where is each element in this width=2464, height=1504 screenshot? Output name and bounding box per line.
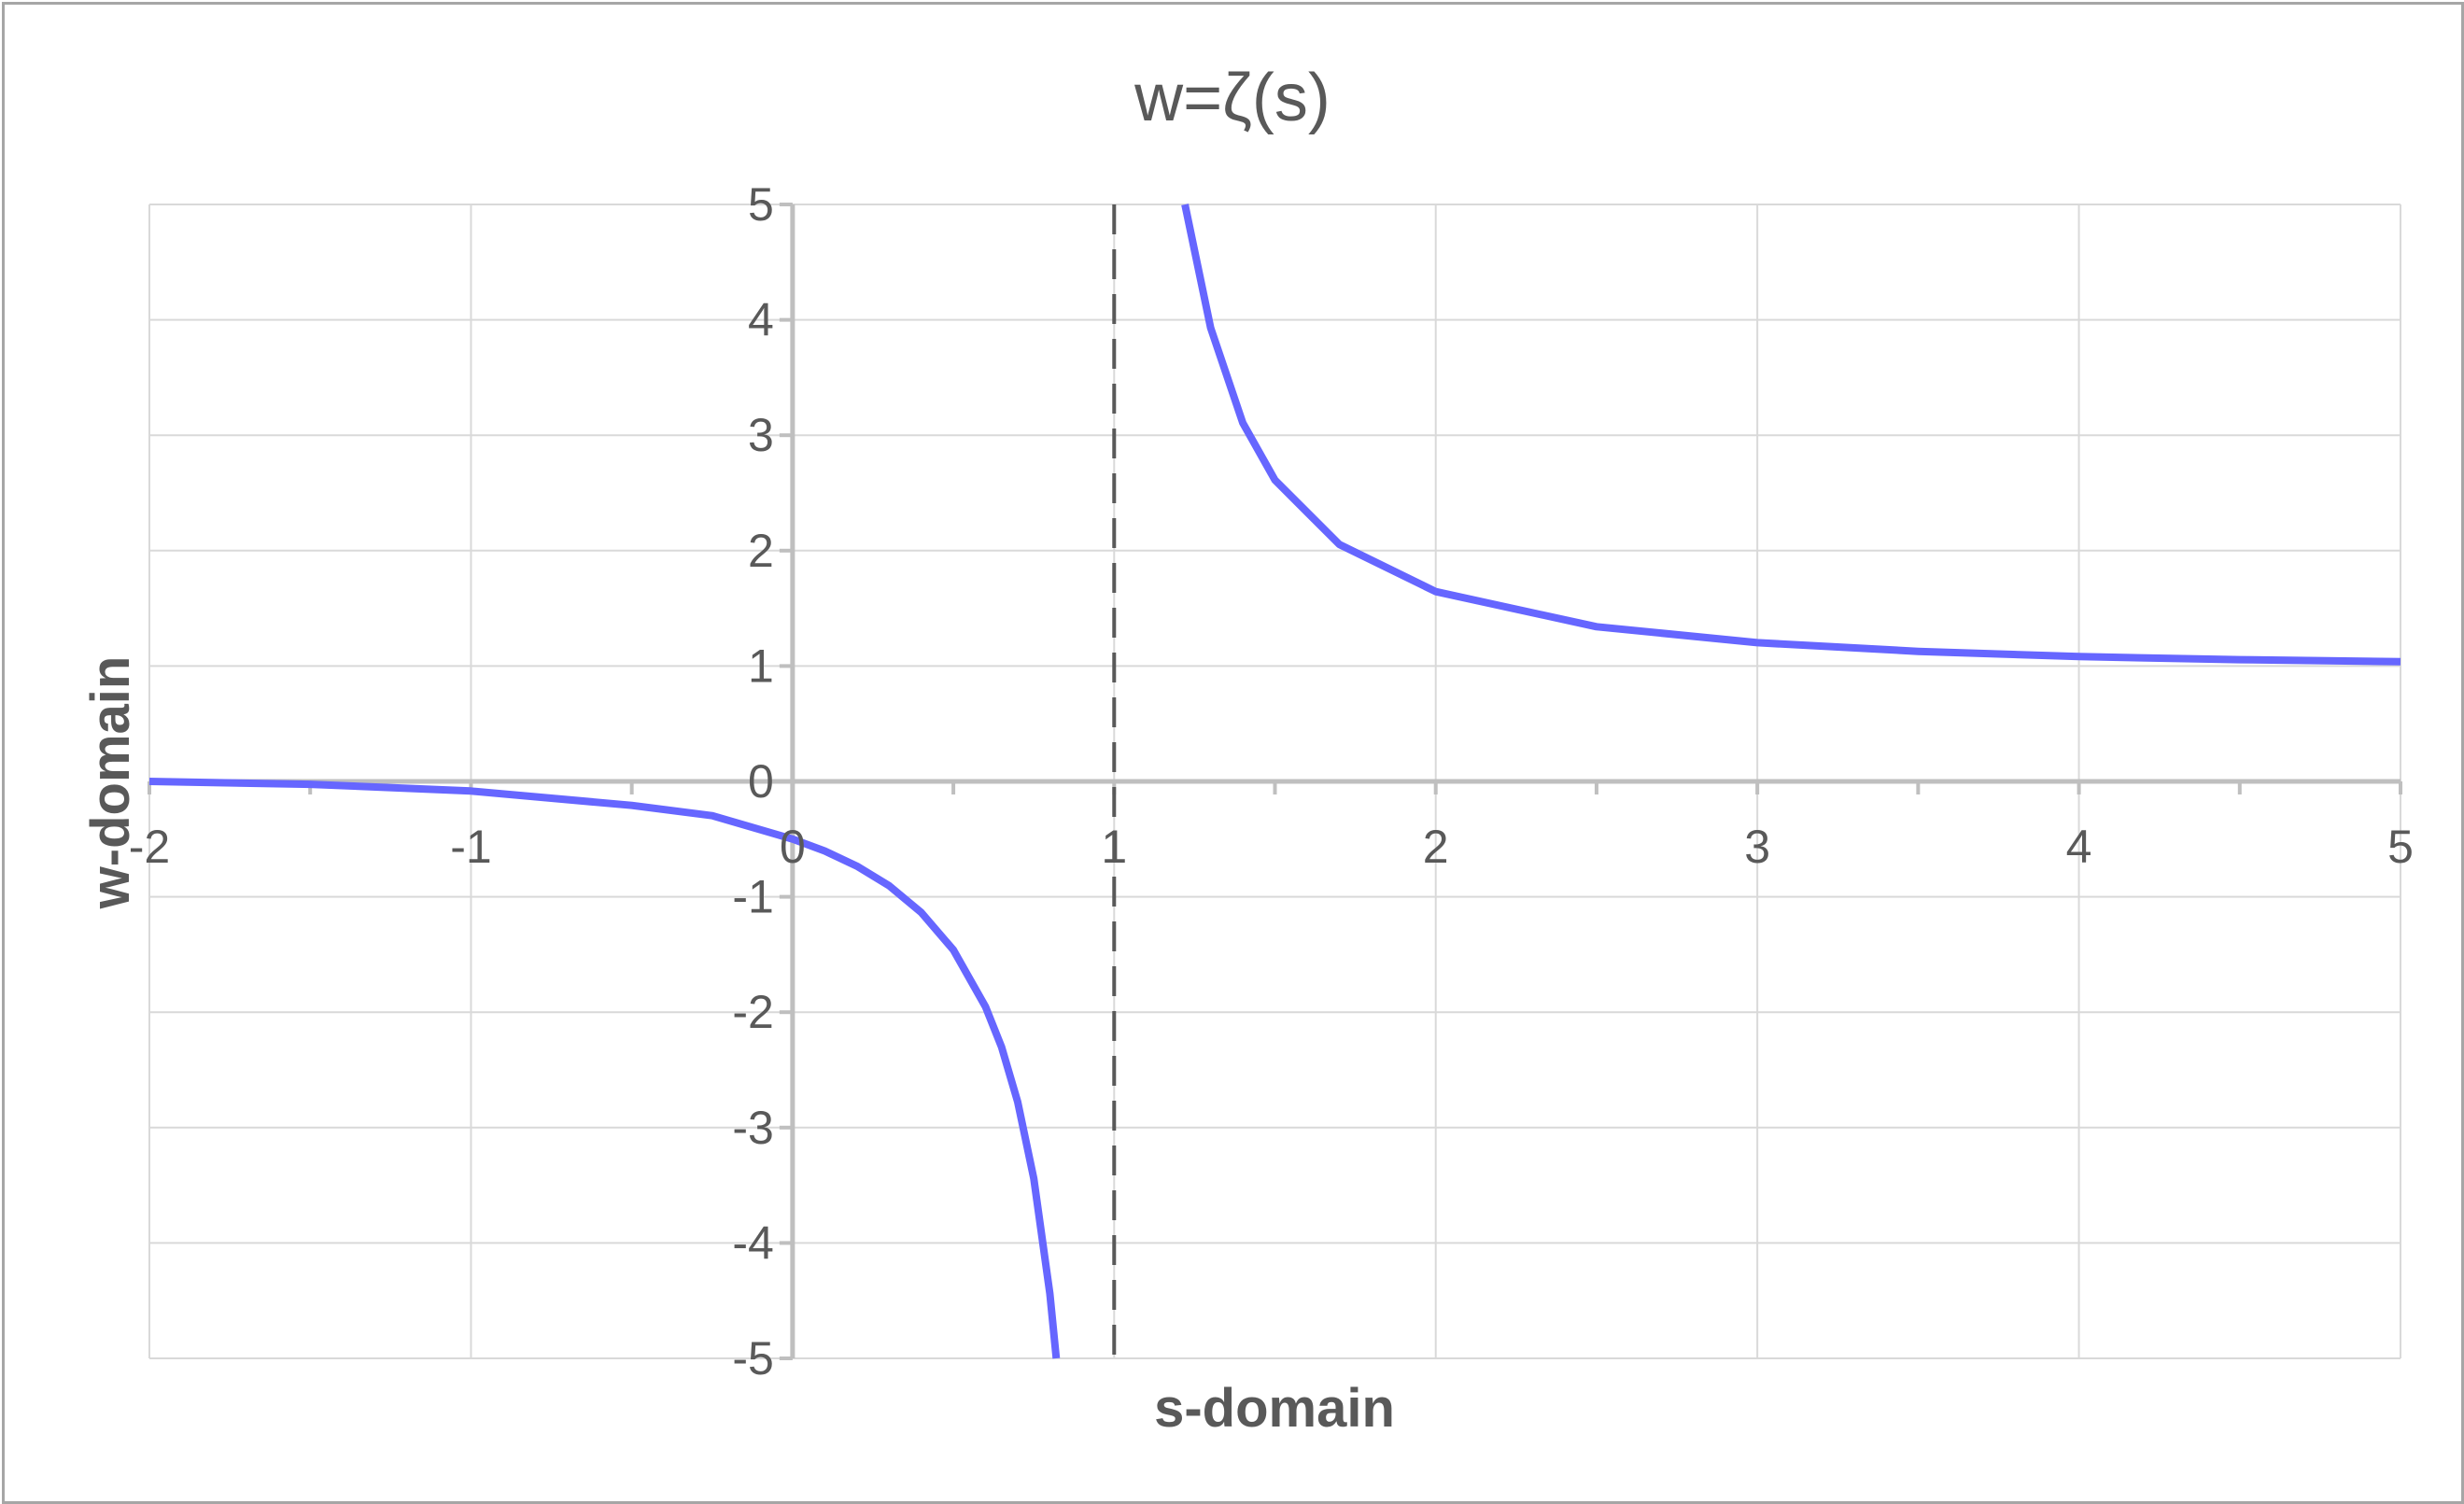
x-tick-label: 5 [2387,821,2414,873]
x-tick-label: 2 [1423,821,1449,873]
y-tick-label: -4 [732,1216,773,1269]
y-tick-label: -1 [732,871,773,923]
axes [148,203,2402,1360]
x-tick-label: -2 [129,821,170,873]
x-tick-label: 0 [780,821,806,873]
y-tick-label: 2 [748,525,774,577]
y-tick-labels: 5 4 3 2 1 0 -1 -2 -3 -4 -5 [732,178,773,1385]
series-line-left [148,778,1061,1359]
y-tick-label: -5 [732,1332,773,1385]
x-tick-label: 1 [1101,821,1127,873]
y-tick-label: 3 [748,409,774,461]
y-tick-label: -2 [732,986,773,1038]
y-tick-label: -3 [732,1102,773,1154]
y-tick-label: 4 [748,294,774,346]
x-tick-label: 3 [1744,821,1770,873]
y-tick-label: 0 [748,755,774,808]
y-tick-label: 1 [748,640,774,692]
y-tick-label: 5 [748,178,774,231]
y-axis-title: w-domain [80,656,141,910]
x-tick-labels: -2 -1 0 1 2 3 4 5 [129,821,2414,873]
x-tick-label: 4 [2066,821,2092,873]
series-layer [148,204,2401,1359]
x-axis-title: s-domain [1154,1378,1395,1439]
x-tick-label: -1 [450,821,491,873]
chart-title: w=ζ(s) [1133,61,1331,135]
series-line-right [1181,204,2401,666]
